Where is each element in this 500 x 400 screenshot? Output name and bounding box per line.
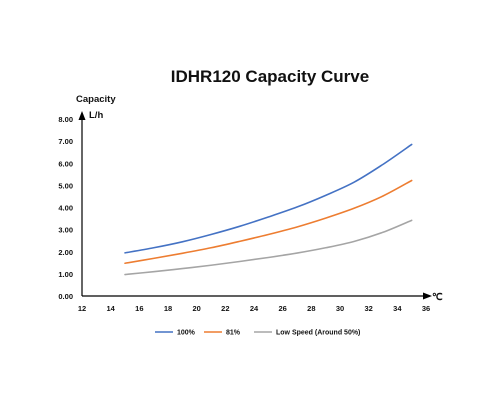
x-tick-label: 36 xyxy=(422,304,430,313)
legend-label-3: Low Speed (Around 50%) xyxy=(276,330,360,337)
series-line-2 xyxy=(124,179,413,265)
y-tick-label: 6.00 xyxy=(58,159,73,168)
x-tick-label: 28 xyxy=(307,304,315,313)
x-tick-label: 18 xyxy=(164,304,172,313)
y-tick-label: 5.00 xyxy=(58,181,73,190)
y-axis-label-line1: Capacity xyxy=(76,94,116,105)
y-axis-label-line2: L/h xyxy=(89,110,103,121)
x-tick-label: 24 xyxy=(250,304,259,313)
legend: 100% 81% Low Speed (Around 50%) xyxy=(155,330,360,337)
series-line-3 xyxy=(124,219,413,276)
y-axis-arrow xyxy=(78,111,86,120)
x-tick-label: 12 xyxy=(78,304,86,313)
x-tick-label: 34 xyxy=(393,304,402,313)
x-tick-label: 20 xyxy=(192,304,200,313)
legend-label-2: 81% xyxy=(226,330,241,337)
x-tick-label: 26 xyxy=(278,304,286,313)
x-axis-arrow xyxy=(423,292,432,300)
y-tick-label: 1.00 xyxy=(58,270,73,279)
legend-label-1: 100% xyxy=(177,330,196,337)
y-tick-label: 4.00 xyxy=(58,204,73,213)
y-tick-label: 7.00 xyxy=(58,137,73,146)
x-tick-group: 12 14 16 18 20 22 24 26 28 30 32 34 36 xyxy=(78,304,430,313)
series-line-1 xyxy=(124,143,413,254)
y-tick-label: 2.00 xyxy=(58,248,73,257)
x-tick-label: 32 xyxy=(364,304,372,313)
y-tick-label: 0.00 xyxy=(58,292,73,301)
x-axis-label: ℃ xyxy=(432,292,443,303)
y-tick-label: 3.00 xyxy=(58,226,73,235)
x-tick-label: 30 xyxy=(336,304,344,313)
chart-title: IDHR120 Capacity Curve xyxy=(171,67,369,86)
x-tick-label: 16 xyxy=(135,304,143,313)
y-tick-group: 0.00 1.00 2.00 3.00 4.00 5.00 6.00 7.00 8.00 xyxy=(58,115,73,301)
series-group xyxy=(124,143,413,276)
x-tick-label: 14 xyxy=(106,304,115,313)
x-tick-label: 22 xyxy=(221,304,229,313)
y-tick-label: 8.00 xyxy=(58,115,73,124)
